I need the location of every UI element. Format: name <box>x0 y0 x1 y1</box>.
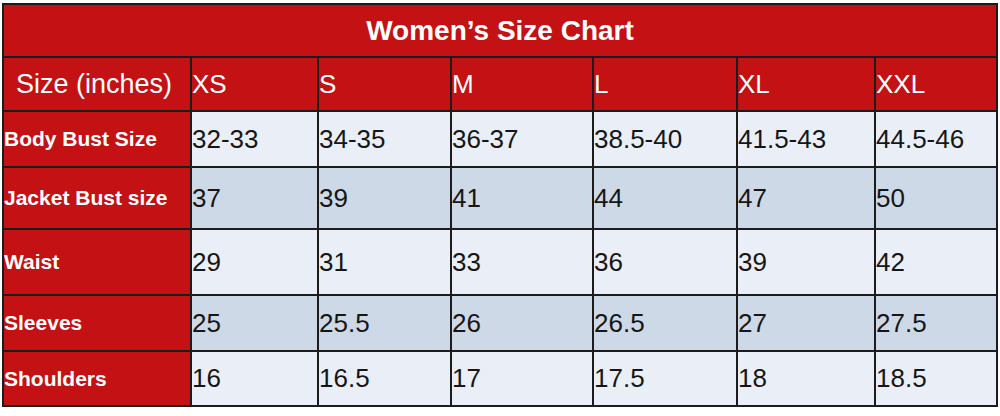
data-cell: 31 <box>318 229 451 295</box>
data-cell: 16 <box>191 351 318 406</box>
chart-title: Women’s Size Chart <box>3 4 997 57</box>
data-cell: 25.5 <box>318 295 451 351</box>
table-row: Jacket Bust size 37 39 41 44 47 50 <box>3 167 997 229</box>
data-cell: 41.5-43 <box>737 111 875 167</box>
data-cell: 37 <box>191 167 318 229</box>
data-cell: 27 <box>737 295 875 351</box>
header-xs: XS <box>191 57 318 111</box>
header-l: L <box>593 57 737 111</box>
data-cell: 26.5 <box>593 295 737 351</box>
size-chart-table: Women’s Size Chart Size (inches) XS S M … <box>2 3 998 407</box>
header-size-inches: Size (inches) <box>3 57 191 111</box>
data-cell: 33 <box>451 229 593 295</box>
data-cell: 17 <box>451 351 593 406</box>
header-row: Size (inches) XS S M L XL XXL <box>3 57 997 111</box>
data-cell: 18.5 <box>875 351 997 406</box>
data-cell: 39 <box>737 229 875 295</box>
table-row: Waist 29 31 33 36 39 42 <box>3 229 997 295</box>
data-cell: 26 <box>451 295 593 351</box>
data-cell: 50 <box>875 167 997 229</box>
data-cell: 47 <box>737 167 875 229</box>
header-s: S <box>318 57 451 111</box>
data-cell: 27.5 <box>875 295 997 351</box>
data-cell: 44 <box>593 167 737 229</box>
data-cell: 32-33 <box>191 111 318 167</box>
title-row: Women’s Size Chart <box>3 4 997 57</box>
header-xl: XL <box>737 57 875 111</box>
table-row: Sleeves 25 25.5 26 26.5 27 27.5 <box>3 295 997 351</box>
data-cell: 39 <box>318 167 451 229</box>
data-cell: 38.5-40 <box>593 111 737 167</box>
data-cell: 36-37 <box>451 111 593 167</box>
data-cell: 16.5 <box>318 351 451 406</box>
table-row: Body Bust Size 32-33 34-35 36-37 38.5-40… <box>3 111 997 167</box>
data-cell: 44.5-46 <box>875 111 997 167</box>
data-cell: 34-35 <box>318 111 451 167</box>
table-row: Shoulders 16 16.5 17 17.5 18 18.5 <box>3 351 997 406</box>
data-cell: 36 <box>593 229 737 295</box>
data-cell: 29 <box>191 229 318 295</box>
row-label-sleeves: Sleeves <box>3 295 191 351</box>
header-xxl: XXL <box>875 57 997 111</box>
data-cell: 41 <box>451 167 593 229</box>
row-label-shoulders: Shoulders <box>3 351 191 406</box>
data-cell: 42 <box>875 229 997 295</box>
row-label-waist: Waist <box>3 229 191 295</box>
data-cell: 25 <box>191 295 318 351</box>
data-cell: 17.5 <box>593 351 737 406</box>
data-cell: 18 <box>737 351 875 406</box>
header-m: M <box>451 57 593 111</box>
row-label-jacket-bust-size: Jacket Bust size <box>3 167 191 229</box>
row-label-body-bust-size: Body Bust Size <box>3 111 191 167</box>
